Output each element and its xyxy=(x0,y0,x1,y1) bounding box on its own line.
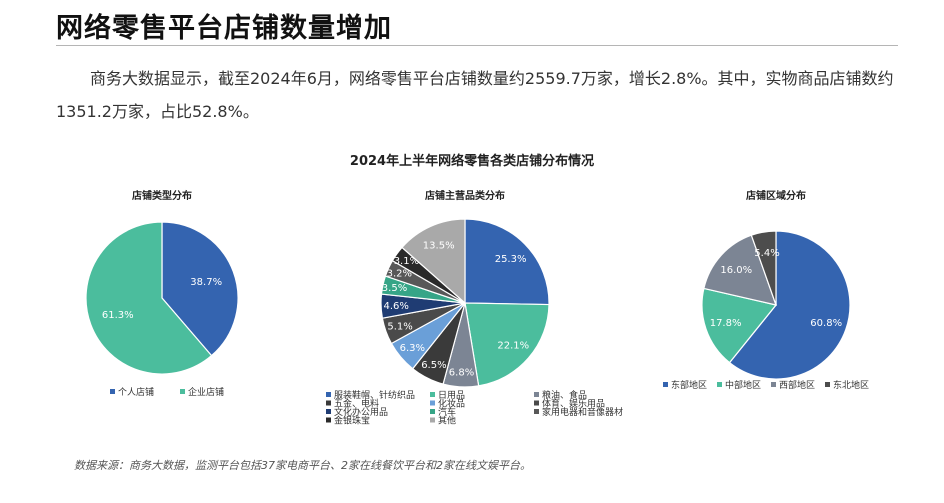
data-label: 13.5% xyxy=(423,240,455,251)
figure-title: 2024年上半年网络零售各类店铺分布情况 xyxy=(349,154,595,169)
pie-chart-2: 店铺主营品类分布 25.3% 22.1% 6.8%6.5% 6.3% 5.1% 4.6% 3.… xyxy=(326,189,623,427)
legend-swatch xyxy=(430,400,435,406)
legend-label: 体育、娱乐用品 xyxy=(542,398,605,410)
data-label: 6.8% xyxy=(449,367,474,378)
data-label: 5.1% xyxy=(387,322,412,333)
legend-swatch xyxy=(326,409,331,414)
data-label: 22.1% xyxy=(497,340,529,351)
data-label: 3.1% xyxy=(394,256,419,267)
data-label: 6.5% xyxy=(421,360,446,371)
chart-title: 店铺类型分布 xyxy=(132,189,192,202)
legend-swatch xyxy=(326,392,331,397)
pie-slice xyxy=(464,302,550,387)
legend-label: 中部地区 xyxy=(725,379,761,391)
source-note: 数据来源：商务大数据，监测平台包括37家电商平台、2家在线餐饮平台和2家在线文娱… xyxy=(74,459,531,472)
legend-label: 个人店铺 xyxy=(118,386,154,398)
legend-swatch xyxy=(534,392,539,397)
legend-label: 其他 xyxy=(438,415,456,427)
pie-chart-3: 店铺区域分布 60.8% 17.8% 16.0%5.4% 东部地区 中部地区 西部地区 东北地… xyxy=(663,189,869,391)
pie-chart-1: 店铺类型分布 38.7% 61.3% 个人店铺 企业店铺 xyxy=(85,189,239,398)
pie-slice xyxy=(161,221,239,357)
legend-swatch xyxy=(771,382,776,387)
data-label: 3.2% xyxy=(387,269,412,280)
pie-slice xyxy=(703,234,777,306)
legend-swatch xyxy=(430,392,435,397)
pie-slice xyxy=(750,230,777,306)
legend-label: 化妆品 xyxy=(438,398,465,410)
data-label: 61.3% xyxy=(102,310,134,321)
page-title: 网络零售平台店铺数量增加 xyxy=(56,13,392,44)
pie-slice xyxy=(85,221,213,375)
legend-label: 金银珠宝 xyxy=(334,415,370,427)
data-label: 60.8% xyxy=(810,318,842,329)
legend-label: 服装鞋帽、针纺织品 xyxy=(334,389,415,401)
legend-swatch xyxy=(430,417,435,423)
legend-swatch xyxy=(663,382,668,387)
legend-label: 企业店铺 xyxy=(188,386,224,398)
legend-swatch xyxy=(717,382,722,387)
data-label: 3.5% xyxy=(382,283,407,294)
legend-swatch xyxy=(534,409,539,414)
legend-label: 粮油、食品 xyxy=(542,389,587,401)
pie-slice xyxy=(464,218,550,306)
legend-label: 文化办公用品 xyxy=(334,406,388,418)
data-label: 4.6% xyxy=(383,301,408,312)
data-label: 6.3% xyxy=(400,343,425,354)
chart-title: 店铺区域分布 xyxy=(746,189,806,202)
legend-label: 东北地区 xyxy=(833,379,869,391)
legend-swatch xyxy=(110,389,115,394)
legend-label: 五金、电料 xyxy=(334,398,379,410)
data-label: 38.7% xyxy=(190,277,222,288)
legend-swatch xyxy=(180,389,185,394)
legend-swatch xyxy=(430,409,435,414)
legend-swatch xyxy=(326,417,331,423)
legend-label: 日用品 xyxy=(438,390,465,401)
legend-swatch xyxy=(534,400,539,406)
pie-slice xyxy=(701,287,778,364)
legend-label: 家用电器和音像器材 xyxy=(542,406,623,418)
data-label: 5.4% xyxy=(754,248,779,259)
pie-slice xyxy=(728,230,851,380)
legend-swatch xyxy=(825,382,830,387)
legend-label: 东部地区 xyxy=(671,379,707,391)
legend-swatch xyxy=(326,400,331,406)
pie-slice xyxy=(401,218,466,305)
title-divider xyxy=(56,45,898,46)
legend-label: 汽车 xyxy=(438,406,456,418)
legend-label: 西部地区 xyxy=(779,379,815,391)
intro-paragraph: 商务大数据显示，截至2024年6月，网络零售平台店铺数量约2559.7万家，增长… xyxy=(56,69,894,121)
data-label: 17.8% xyxy=(710,318,742,329)
data-label: 16.0% xyxy=(720,265,752,276)
data-label: 25.3% xyxy=(495,254,527,265)
chart-title: 店铺主营品类分布 xyxy=(425,189,505,202)
